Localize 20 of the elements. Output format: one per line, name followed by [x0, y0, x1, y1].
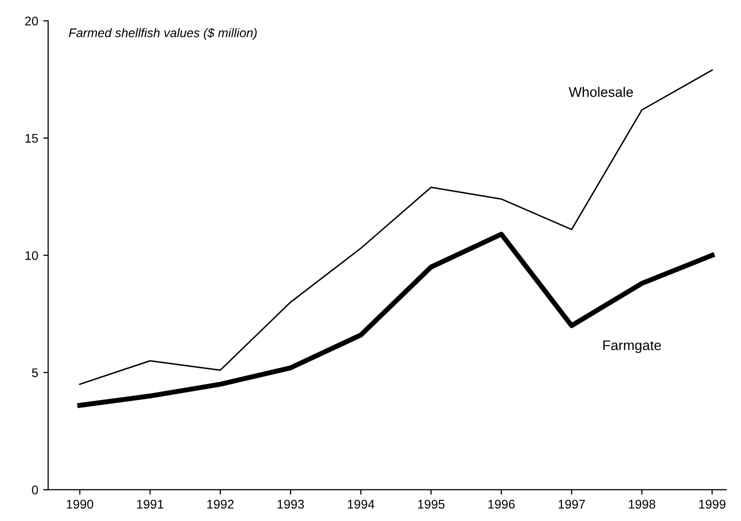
y-tick-label: 15: [25, 134, 38, 143]
y-tick-label: 20: [25, 16, 38, 26]
x-tick-label: 1997: [558, 500, 585, 509]
x-tick-label: 1995: [418, 500, 444, 509]
x-tick-label: 1993: [278, 500, 304, 509]
y-tick-label: 0: [32, 486, 38, 494]
y-tick-label: 10: [25, 251, 38, 260]
series-label: Wholesale: [568, 86, 633, 97]
text: Farmed shellfish values ($ million): [68, 28, 257, 40]
line-series: [79, 69, 713, 385]
x-tick-label: 1998: [628, 500, 656, 509]
text: Farmgate: [603, 340, 661, 353]
y-tick-label: 5: [32, 368, 38, 378]
x-tick-label: 1999: [699, 500, 726, 509]
x-tick-label: 1990: [66, 500, 94, 509]
x-tick-label: 1991: [137, 500, 164, 509]
x-tick-label: 1994: [348, 500, 374, 509]
x-tick-label: 1996: [488, 500, 515, 509]
line-series: [77, 232, 715, 408]
x-tick-label: 1992: [207, 500, 234, 509]
